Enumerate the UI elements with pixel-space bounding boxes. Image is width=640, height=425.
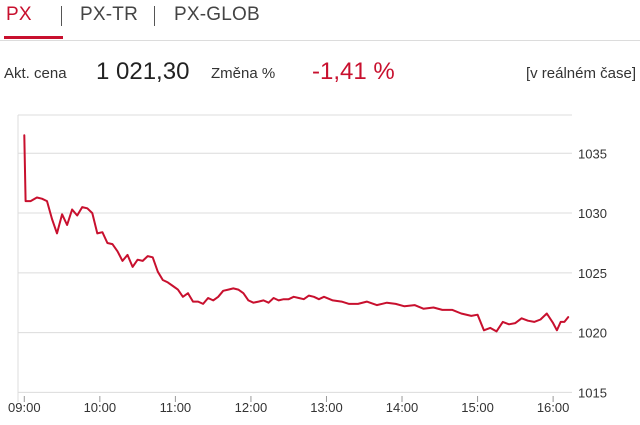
y-tick-label: 1020 — [578, 326, 607, 341]
intraday-chart-svg: 1015 1020 1025 1030 1035 09:00 10:00 11:00 12:0… — [8, 114, 607, 415]
tab-px-tr[interactable]: PX-TR — [80, 4, 138, 25]
tab-separator — [154, 6, 155, 26]
change-label: Změna % — [211, 65, 276, 82]
x-tick-label: 09:00 — [8, 400, 41, 415]
x-tick-label: 11:00 — [160, 400, 192, 415]
x-tick-label: 15:00 — [461, 400, 494, 415]
change-value: -1,41 % — [312, 58, 395, 85]
x-tick-label: 10:00 — [84, 400, 117, 415]
index-tabs: PX PX-TR PX-GLOB — [0, 0, 640, 41]
series-line — [23, 134, 570, 333]
price-label: Akt. cena — [4, 65, 67, 82]
x-tick-label: 12:00 — [235, 400, 268, 415]
y-tick-label: 1030 — [578, 206, 607, 221]
x-tick-label: 16:00 — [537, 400, 570, 415]
tab-separator — [61, 6, 62, 26]
tab-px-glob[interactable]: PX-GLOB — [174, 4, 260, 25]
intraday-chart: 1015 1020 1025 1030 1035 09:00 10:00 11:00 12:0… — [0, 110, 640, 420]
quote-row: Akt. cena 1 021,30 Změna % -1,41 % [v re… — [0, 40, 640, 110]
y-tick-label: 1025 — [578, 266, 607, 281]
y-tick-label: 1035 — [578, 146, 607, 161]
y-tick-label: 1015 — [578, 385, 607, 400]
active-tab-indicator — [4, 36, 63, 39]
x-tick-label: 13:00 — [310, 400, 343, 415]
tab-px[interactable]: PX — [6, 4, 32, 25]
realtime-indicator: [v reálném čase] — [525, 65, 636, 82]
x-tick-label: 14:00 — [386, 400, 419, 415]
price-value: 1 021,30 — [96, 58, 190, 85]
